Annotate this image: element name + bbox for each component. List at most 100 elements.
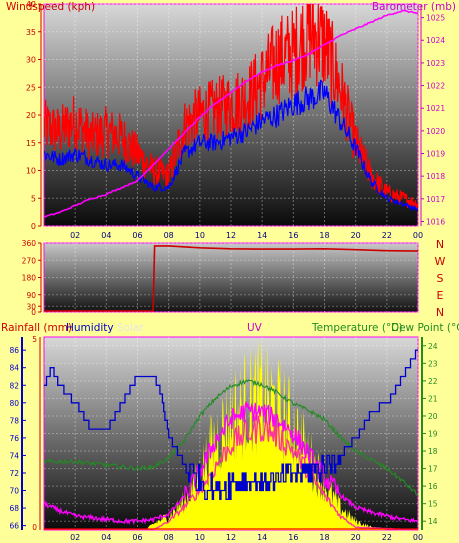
direction-tick-label: 360 bbox=[22, 239, 37, 248]
compass-label: N bbox=[436, 306, 444, 319]
x-tick-label: 06 bbox=[132, 533, 142, 542]
x-tick-label: 18 bbox=[319, 533, 329, 542]
x-tick-label: 02 bbox=[70, 533, 80, 542]
panel2-grid bbox=[44, 242, 419, 313]
temperature-tick-label: 20 bbox=[428, 412, 438, 421]
temperature-tick-label: 22 bbox=[428, 377, 438, 386]
wind-direction-series-line bbox=[44, 245, 418, 312]
direction-tick-label: 270 bbox=[22, 256, 37, 265]
humidity-series-line bbox=[44, 349, 418, 500]
temperature-series-line bbox=[44, 401, 418, 526]
barometer-tick-label: 1023 bbox=[426, 59, 445, 68]
humidity-tick-label: 84 bbox=[9, 364, 19, 373]
direction-tick-label: 180 bbox=[22, 274, 37, 283]
panel2-series bbox=[44, 245, 418, 312]
humidity-tick-label: 82 bbox=[9, 381, 19, 390]
humidity-tick-label: 76 bbox=[9, 434, 19, 443]
temperature-tick-label: 18 bbox=[428, 447, 438, 456]
x-tick-label: 04 bbox=[101, 231, 111, 240]
temperature-tick-label: 21 bbox=[428, 394, 438, 403]
temperature-tick-label: 16 bbox=[428, 482, 438, 491]
humidity-axis: 66 68 70 72 74 76 78 80 82 84 86 bbox=[9, 337, 26, 531]
x-tick-label: 12 bbox=[226, 231, 236, 240]
uv-label: UV bbox=[247, 322, 263, 334]
humidity-tick-label: 70 bbox=[9, 487, 19, 496]
x-tick-label: 00 bbox=[413, 231, 423, 240]
temperature-tick-label: 19 bbox=[428, 430, 438, 439]
panel1-right-axis: 1016 1017 1018 1019 1020 1021 1022 1023 1024 1025 bbox=[420, 4, 445, 226]
x-tick-label: 22 bbox=[382, 533, 392, 542]
x-tick-label: 10 bbox=[195, 533, 205, 542]
humidity-label: Humidity bbox=[66, 322, 114, 334]
temperature-tick-label: 14 bbox=[428, 517, 438, 526]
panel1-series bbox=[44, 4, 418, 218]
barometer-tick-label: 1020 bbox=[426, 127, 445, 136]
x-tick-label: 14 bbox=[257, 231, 267, 240]
temperature-axis: 14 15 16 17 18 19 20 21 22 23 24 bbox=[421, 337, 438, 530]
x-tick-label: 12 bbox=[226, 533, 236, 542]
temperature-tick-label: 23 bbox=[428, 359, 438, 368]
temperature-tick-label: 24 bbox=[428, 342, 438, 351]
x-tick-label: 10 bbox=[195, 231, 205, 240]
temperature-tick-label: 17 bbox=[428, 465, 438, 474]
humidity-tick-label: 66 bbox=[9, 522, 19, 531]
barometer-tick-label: 1025 bbox=[426, 14, 445, 23]
windspeed-tick-label: 5 bbox=[31, 194, 36, 203]
humidity-tick-label: 78 bbox=[9, 416, 19, 425]
x-tick-label: 16 bbox=[288, 533, 298, 542]
x-tick-label: 08 bbox=[164, 533, 174, 542]
temperature-tick-label: 15 bbox=[428, 500, 438, 509]
x-tick-label: 04 bbox=[101, 533, 111, 542]
x-tick-label: 06 bbox=[132, 231, 142, 240]
panel2-background bbox=[43, 242, 419, 313]
uv-series-line bbox=[44, 415, 418, 530]
windspeed-tick-label: 25 bbox=[26, 83, 36, 92]
humidity-tick-label: 86 bbox=[9, 346, 19, 355]
compass-label: E bbox=[437, 289, 444, 302]
rainfall-axis-label: Rainfall (mm) bbox=[1, 322, 72, 334]
barometer-tick-label: 1021 bbox=[426, 104, 445, 113]
x-tick-label: 14 bbox=[257, 533, 267, 542]
x-tick-label: 16 bbox=[288, 231, 298, 240]
gust-series-line bbox=[44, 4, 418, 210]
dewpoint-series-line bbox=[44, 379, 418, 496]
barometer-tick-label: 1018 bbox=[426, 172, 445, 181]
rainfall-tick-label: 0 bbox=[32, 523, 37, 532]
windspeed-tick-label: 10 bbox=[26, 167, 36, 176]
humidity-tick-label: 68 bbox=[9, 504, 19, 513]
direction-tick-label: 30 bbox=[26, 302, 36, 311]
barometer-tick-label: 1022 bbox=[426, 82, 445, 91]
x-tick-label: 02 bbox=[70, 231, 80, 240]
direction-tick-label: 0 bbox=[31, 308, 36, 317]
panel1-left-axis: 0 5 10 15 20 25 30 35 40 02 04 06 08 10 12 14 16 18 20 22 00 bbox=[26, 0, 423, 240]
barometer-tick-label: 1016 bbox=[426, 217, 445, 226]
rainfall-tick-label: 5 bbox=[32, 335, 37, 344]
windspeed-tick-label: 20 bbox=[26, 111, 36, 120]
pressure-series-line bbox=[44, 9, 418, 218]
x-tick-label: 22 bbox=[382, 231, 392, 240]
windspeed-tick-label: 30 bbox=[26, 56, 36, 65]
x-tick-label: 00 bbox=[413, 533, 423, 542]
compass-label: W bbox=[435, 255, 446, 268]
compass-label: S bbox=[437, 272, 444, 285]
x-tick-label: 20 bbox=[351, 533, 361, 542]
windspeed-tick-label: 35 bbox=[26, 28, 36, 37]
x-tick-label: 08 bbox=[164, 231, 174, 240]
dewpoint-axis-label: Dew Point (°C) bbox=[391, 322, 459, 334]
temperature-axis-label: Temperature (°C) bbox=[311, 322, 403, 334]
compass-label: N bbox=[436, 238, 444, 251]
barometer-tick-label: 1024 bbox=[426, 36, 445, 45]
x-tick-label: 18 bbox=[319, 231, 329, 240]
panel3-series bbox=[44, 338, 418, 530]
windspeed-tick-label: 0 bbox=[31, 222, 36, 231]
windspeed-tick-label: 15 bbox=[26, 139, 36, 148]
solar-label: Solar bbox=[117, 322, 144, 334]
barometer-tick-label: 1017 bbox=[426, 195, 445, 204]
windspeed-axis-label: Windspeed (kph) bbox=[6, 1, 95, 13]
rainfall-axis: 05 bbox=[32, 335, 41, 532]
x-tick-label: 20 bbox=[351, 231, 361, 240]
panel3-x-axis: 02 04 06 08 10 12 14 16 18 20 22 00 bbox=[70, 533, 423, 542]
barometer-axis-label: Barometer (mb) bbox=[372, 1, 456, 13]
barometer-tick-label: 1019 bbox=[426, 150, 445, 159]
